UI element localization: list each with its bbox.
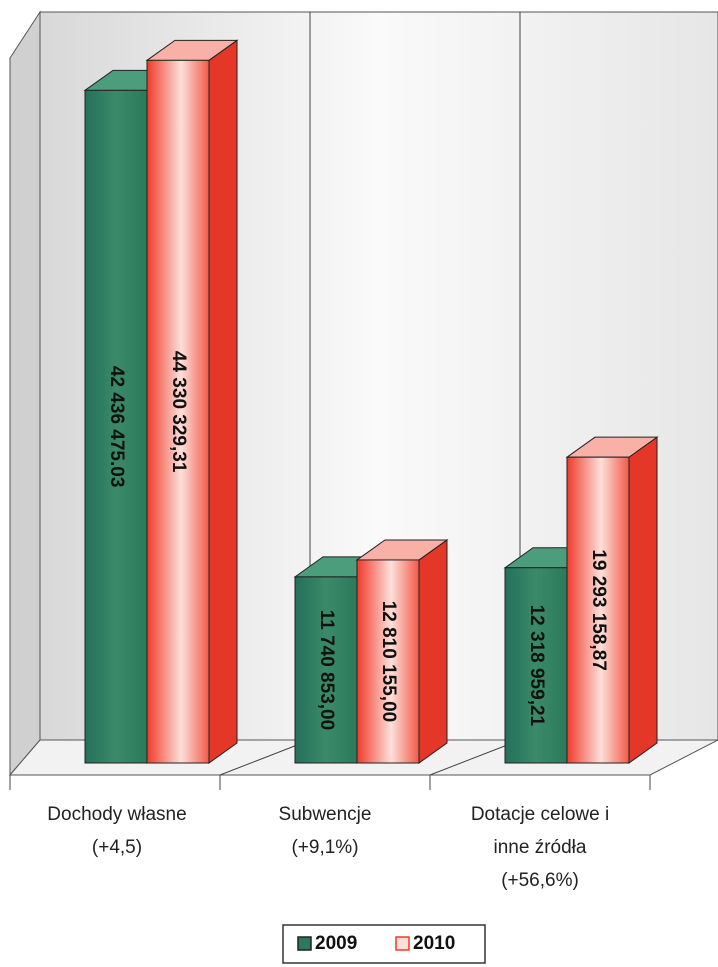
- label-line: inne źródła: [494, 837, 587, 858]
- label-line: (+9,1%): [291, 837, 358, 858]
- legend-swatch: [297, 936, 312, 951]
- value-label: 19 293 158,87: [588, 549, 609, 671]
- bar: [146, 59, 210, 764]
- legend-label: 2009: [315, 933, 357, 954]
- value-label: 44 330 329,31: [168, 351, 189, 473]
- value-label: 12 318 959,21: [526, 605, 547, 727]
- legend-swatch: [395, 936, 410, 951]
- label-line: Dotacje celowe i: [471, 804, 609, 825]
- legend: [282, 924, 486, 964]
- value-label: 11 740 853,00: [316, 610, 337, 730]
- bar: [356, 559, 420, 764]
- x-tick-label: Dochody własne (+4,5): [47, 804, 186, 858]
- bar: [84, 89, 148, 764]
- side-wall: [9, 10, 41, 777]
- bar-side: [208, 39, 238, 764]
- bar-side: [418, 538, 448, 764]
- x-tick-label: Dotacje celowe i inne źródła (+56,6%): [471, 804, 609, 891]
- value-label: 42 436 475.03: [106, 366, 127, 488]
- label-line: Subwencje: [279, 804, 372, 825]
- label-line: Dochody własne: [47, 804, 186, 825]
- bar: [566, 456, 630, 764]
- legend-label: 2010: [413, 933, 455, 954]
- bar: [504, 567, 568, 764]
- label-line: (+56,6%): [501, 870, 579, 891]
- x-tick-label: Subwencje (+9,1%): [279, 804, 372, 858]
- bar-side: [628, 436, 658, 764]
- value-label: 12 810 155,00: [378, 601, 399, 723]
- bar: [294, 576, 358, 764]
- label-line: (+4,5): [92, 837, 142, 858]
